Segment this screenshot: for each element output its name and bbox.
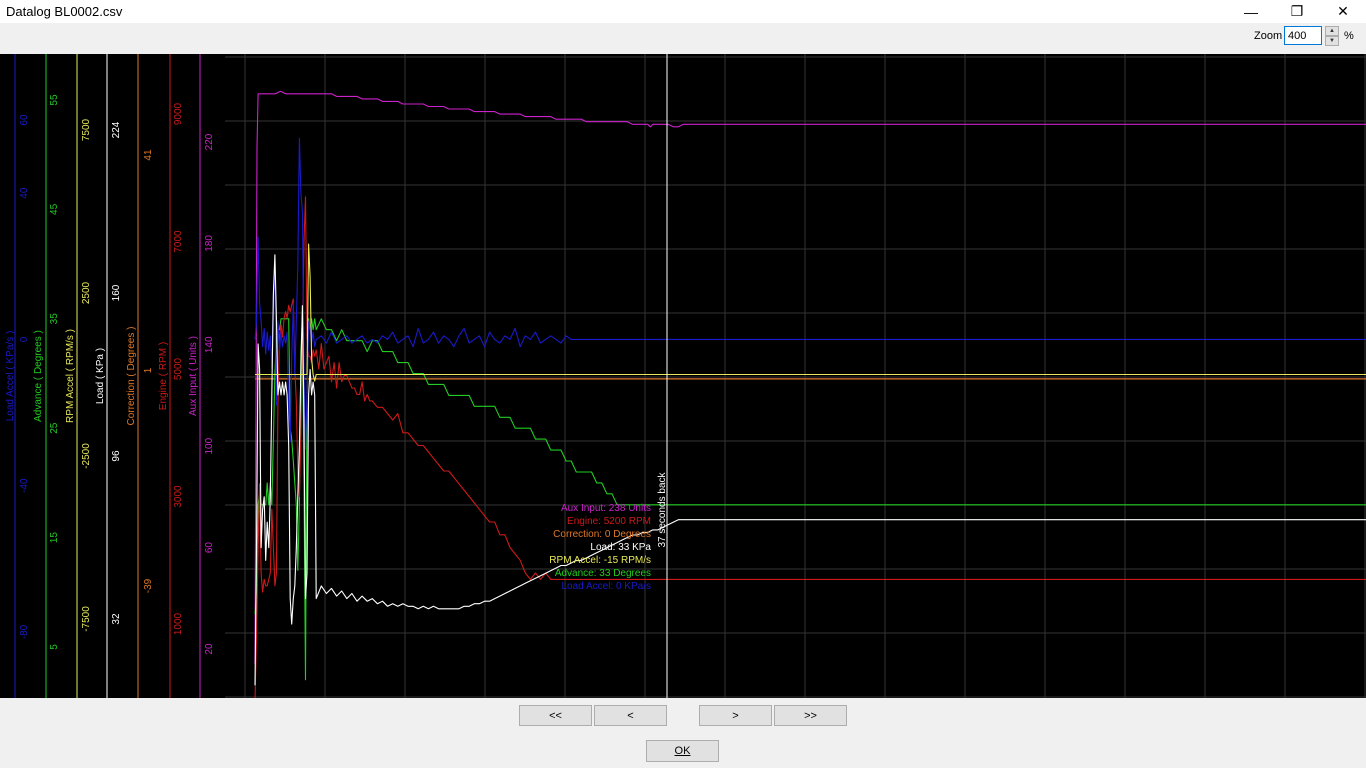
rpm_accel-tick-label: -2500 [81,443,92,469]
readout-rpm_accel: RPM Accel: -15 RPM/s [549,555,651,566]
restore-icon: ❐ [1290,3,1304,19]
rpm_accel-axis-label: RPM Accel ( RPM/s ) [65,329,76,423]
correction-axis-label: Correction ( Degrees ) [126,327,137,426]
advance-tick-label: 5 [49,644,60,650]
zoom-input[interactable] [1284,26,1322,45]
close-icon: ✕ [1337,3,1349,19]
correction-tick-label: -39 [143,578,154,593]
zoom-label: Zoom [1254,30,1283,42]
minimize-button[interactable]: — [1228,0,1274,23]
series-advance [254,318,1366,681]
correction-tick-label: 41 [143,149,154,161]
title-bar: Datalog BL0002.csv — ❐ ✕ [0,0,1366,23]
engine-axis-label: Engine ( RPM ) [158,342,169,410]
grid [225,54,1366,698]
advance-tick-label: 15 [49,532,60,544]
zoom-spin-up[interactable]: ▲ [1325,26,1339,36]
load-axis-label: Load ( KPa ) [95,348,106,404]
advance-tick-label: 55 [49,94,60,106]
load_accel-tick-label: 0 [19,336,30,342]
aux-tick-label: 60 [204,542,215,554]
aux-tick-label: 140 [204,336,215,353]
engine-tick-label: 1000 [173,612,184,635]
restore-button[interactable]: ❐ [1274,0,1320,23]
load-tick-label: 96 [111,450,122,462]
ok-button[interactable]: OK [646,740,719,762]
series-engine [254,196,1366,698]
readout-load: Load: 33 KPa [590,542,651,553]
rpm_accel-tick-label: -7500 [81,606,92,632]
series-load_accel [254,137,1366,450]
load-tick-label: 32 [111,613,122,625]
advance-tick-label: 35 [49,313,60,325]
aux-tick-label: 100 [204,437,215,454]
zoom-unit: % [1344,30,1354,42]
chevron-up-icon: ▲ [1329,28,1335,34]
datalog-chart[interactable]: 60 40 0 -40 -80 Load Accel ( KPa/s ) 55 45 35 25 1… [0,54,1366,698]
first-page-button[interactable]: << [519,705,592,726]
readout-correction: Correction: 0 Degrees [553,529,651,540]
chevron-down-icon: ▼ [1329,38,1335,44]
aux-axis-label: Aux Input ( Units ) [188,336,199,416]
zoom-spin-down[interactable]: ▼ [1325,36,1339,46]
load-tick-label: 160 [111,284,122,301]
rpm_accel-tick-label: 7500 [81,118,92,141]
rpm_accel-tick-label: 2500 [81,281,92,304]
aux-tick-label: 220 [204,133,215,150]
readout-engine: Engine: 5200 RPM [567,516,651,527]
load_accel-tick-label: 60 [19,114,30,126]
readout-advance: Advance: 33 Degrees [555,568,651,579]
chart-canvas: 60 40 0 -40 -80 Load Accel ( KPa/s ) 55 45 35 25 1… [5,54,1366,698]
cursor-label: 37 seconds back [657,471,668,547]
next-page-button[interactable]: > [699,705,772,726]
series-rpm_accel [255,243,1366,382]
minimize-icon: — [1244,3,1258,20]
series-aux [254,90,1366,665]
readout-aux: Aux Input: 238 Units [561,503,651,514]
engine-tick-label: 5000 [173,357,184,380]
window-title: Datalog BL0002.csv [6,4,123,19]
prev-page-button[interactable]: < [594,705,667,726]
engine-tick-label: 7000 [173,230,184,253]
load_accel-tick-label: 40 [19,187,30,199]
engine-tick-label: 3000 [173,485,184,508]
load-tick-label: 224 [111,121,122,138]
load_accel-tick-label: -40 [19,478,30,493]
load_accel-tick-label: -80 [19,624,30,639]
aux-tick-label: 20 [204,643,215,655]
engine-tick-label: 9000 [173,102,184,125]
advance-tick-label: 45 [49,203,60,215]
last-page-button[interactable]: >> [774,705,847,726]
advance-tick-label: 25 [49,422,60,434]
close-button[interactable]: ✕ [1320,0,1366,23]
aux-tick-label: 180 [204,235,215,252]
toolbar: Zoom ▲ ▼ % [0,23,1366,54]
load_accel-axis-label: Load Accel ( KPa/s ) [5,331,16,422]
readout-load_accel: Load Accel: 0 KPa/s [561,581,651,592]
series-load [254,254,1366,686]
advance-axis-label: Advance ( Degrees ) [33,330,44,422]
correction-tick-label: 1 [143,367,154,373]
